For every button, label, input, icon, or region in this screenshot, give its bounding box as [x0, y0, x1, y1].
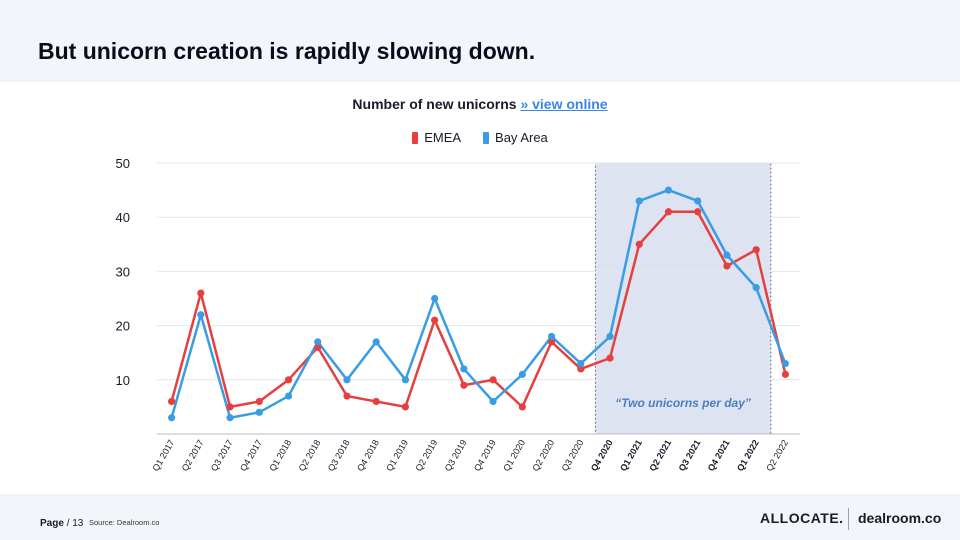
highlight-region	[594, 162, 772, 435]
x-tick-label: Q2 2018	[297, 438, 323, 473]
data-point-bay-area	[664, 186, 673, 194]
data-point-emea	[635, 240, 643, 248]
data-point-emea	[284, 376, 293, 384]
data-point-bay-area	[226, 414, 234, 422]
x-tick-label: Q3 2017	[209, 438, 235, 473]
data-point-bay-area	[197, 311, 205, 319]
x-tick-label: Q1 2019	[384, 438, 410, 473]
legend-label-bay-area: Bay Area	[495, 130, 548, 145]
data-point-bay-area	[752, 284, 760, 292]
data-point-emea	[606, 354, 614, 362]
x-tick-label: Q1 2020	[501, 438, 527, 473]
data-point-emea	[664, 208, 673, 216]
title-band	[0, 0, 960, 82]
highlight-label: “Two unicorns per day”	[615, 396, 751, 410]
data-point-bay-area	[635, 197, 643, 205]
source-note: Source: Dealroom.co	[89, 518, 160, 527]
data-point-emea	[314, 343, 322, 351]
data-point-bay-area	[577, 359, 585, 368]
y-tick-label: 50	[116, 156, 130, 171]
data-point-emea	[781, 370, 789, 378]
y-tick-label: 20	[116, 319, 130, 334]
data-point-emea	[518, 403, 526, 411]
data-point-emea	[577, 365, 585, 373]
legend-item-emea[interactable]: EMEA	[412, 130, 461, 145]
series-line-emea	[170, 210, 787, 409]
data-point-bay-area	[431, 294, 439, 303]
y-tick-label: 10	[116, 373, 130, 388]
chart-title: Number of new unicorns » view online	[0, 96, 960, 112]
data-point-emea	[460, 381, 468, 389]
series-line-bay-area	[170, 188, 787, 419]
data-point-bay-area	[284, 392, 293, 400]
x-tick-label: Q3 2020	[560, 438, 586, 473]
footer-band	[0, 494, 960, 540]
data-point-emea	[752, 246, 760, 254]
x-tick-label: Q1 2017	[150, 438, 176, 473]
x-tick-label: Q2 2019	[413, 438, 439, 473]
data-point-emea	[694, 208, 702, 216]
data-point-emea	[255, 397, 263, 406]
data-point-bay-area	[518, 370, 526, 378]
data-point-bay-area	[489, 397, 497, 406]
x-tick-label: Q4 2019	[472, 438, 498, 473]
data-point-bay-area	[168, 414, 176, 422]
view-online-link[interactable]: » view online	[520, 96, 608, 112]
data-point-bay-area	[401, 376, 410, 384]
legend-swatch-emea	[412, 131, 419, 144]
x-tick-label: Q2 2020	[530, 438, 556, 473]
data-point-bay-area	[781, 359, 789, 368]
x-tick-label: Q3 2018	[326, 438, 352, 473]
data-point-emea	[431, 316, 439, 324]
x-tick-label: Q4 2017	[238, 438, 264, 473]
data-point-emea	[226, 403, 234, 411]
data-point-emea	[343, 392, 351, 400]
data-point-bay-area	[460, 365, 468, 373]
dealroom-logo: dealroom.co	[858, 510, 942, 526]
slide-title: But unicorn creation is rapidly slowing …	[38, 38, 536, 64]
data-point-bay-area	[547, 332, 556, 341]
legend-label-emea: EMEA	[424, 130, 462, 145]
x-tick-label: Q1 2021	[618, 438, 644, 473]
data-point-emea	[489, 376, 497, 384]
data-point-bay-area	[255, 408, 263, 416]
chart-title-text: Number of new unicorns	[352, 96, 517, 112]
x-tick-label: Q1 2018	[267, 438, 293, 473]
data-point-bay-area	[694, 197, 702, 205]
x-tick-label: Q1 2022	[735, 438, 761, 473]
x-tick-label: Q3 2019	[443, 438, 469, 473]
chart-legend: EMEA Bay Area	[0, 130, 960, 145]
data-point-emea	[401, 403, 410, 411]
allocate-logo: ALLOCATE.	[760, 510, 844, 526]
data-point-emea	[197, 289, 205, 297]
y-tick-label: 40	[116, 210, 130, 225]
x-tick-label: Q4 2021	[706, 438, 732, 473]
page-number: Page / 13	[40, 518, 83, 529]
x-tick-label: Q4 2020	[589, 438, 615, 473]
x-tick-label: Q2 2021	[647, 438, 673, 473]
data-point-emea	[168, 397, 176, 406]
logo-divider	[848, 508, 849, 530]
x-tick-label: Q3 2021	[677, 438, 703, 473]
page-label: Page	[40, 518, 64, 529]
legend-swatch-bay-area	[483, 131, 490, 144]
y-tick-label: 30	[116, 264, 130, 279]
data-point-emea	[723, 262, 731, 270]
x-tick-label: Q2 2017	[180, 438, 206, 473]
x-tick-label: Q2 2022	[764, 438, 790, 473]
data-point-bay-area	[606, 332, 614, 341]
data-point-emea	[372, 397, 380, 406]
data-point-bay-area	[372, 338, 380, 346]
data-point-bay-area	[314, 338, 322, 346]
data-point-emea	[547, 338, 556, 346]
line-chart: “Two unicorns per day” 10 20 30 40 50 Q1 201…	[116, 156, 800, 473]
data-point-bay-area	[343, 376, 351, 384]
page-count: / 13	[66, 518, 84, 529]
data-point-bay-area	[723, 251, 731, 259]
legend-item-bay-area[interactable]: Bay Area	[483, 130, 548, 145]
x-tick-label: Q4 2018	[355, 438, 381, 473]
